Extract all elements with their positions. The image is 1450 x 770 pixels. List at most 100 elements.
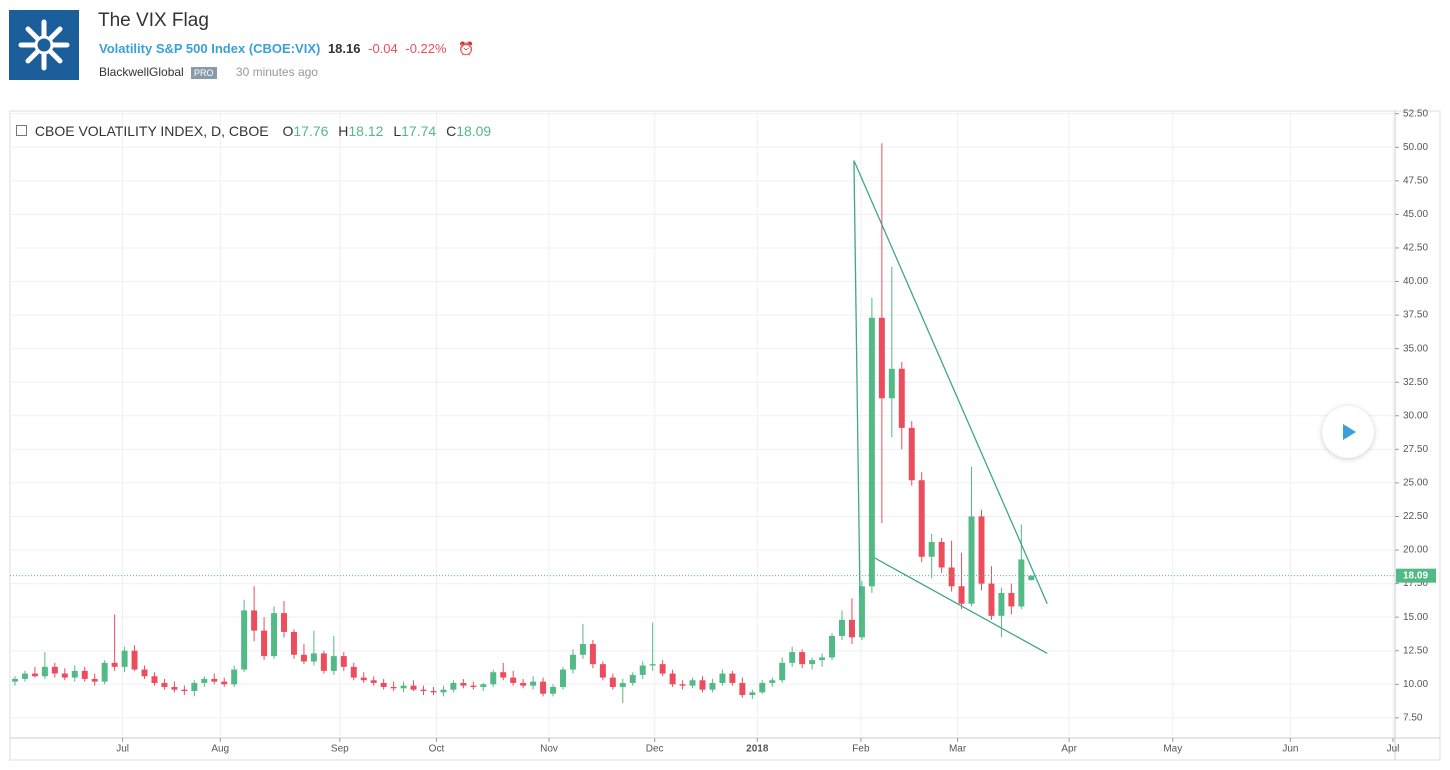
candle-body bbox=[11, 678, 18, 682]
change-pct: -0.22% bbox=[405, 41, 447, 56]
candle-body bbox=[839, 619, 845, 636]
candle-body bbox=[290, 631, 297, 655]
x-tick-label: Dec bbox=[646, 744, 664, 755]
candle-body bbox=[898, 368, 905, 428]
candle-body bbox=[510, 677, 517, 683]
collapse-icon[interactable] bbox=[16, 125, 27, 136]
candle-body bbox=[769, 680, 776, 683]
candle-body bbox=[908, 427, 915, 481]
candle-body bbox=[430, 691, 437, 693]
candle-body bbox=[599, 664, 606, 678]
y-tick-label: 52.50 bbox=[1403, 108, 1428, 119]
candle-body bbox=[689, 680, 696, 686]
symbol-name[interactable]: Volatility S&P 500 Index bbox=[99, 41, 246, 56]
candle-body bbox=[111, 662, 118, 667]
symbol-row: Volatility S&P 500 Index (CBOE:VIX) 18.1… bbox=[99, 41, 474, 57]
change: -0.04 bbox=[368, 41, 398, 56]
candle-body bbox=[31, 673, 38, 677]
candle-body bbox=[181, 689, 188, 692]
x-tick-label: May bbox=[1163, 744, 1182, 755]
candle-body bbox=[201, 678, 208, 683]
candle-body bbox=[390, 686, 397, 689]
candle-body bbox=[310, 653, 317, 662]
y-tick-label: 25.00 bbox=[1403, 478, 1428, 489]
symbol[interactable]: (CBOE:VIX) bbox=[248, 41, 321, 56]
candle-body bbox=[71, 670, 78, 678]
candle-body bbox=[271, 613, 278, 657]
candle-body bbox=[360, 677, 367, 681]
candle-body bbox=[749, 692, 756, 696]
x-tick-label: 2018 bbox=[746, 744, 769, 755]
candle-body bbox=[679, 684, 686, 686]
play-button[interactable] bbox=[1322, 406, 1374, 458]
x-tick-label: Jul bbox=[1387, 744, 1400, 755]
ohlc-value: 17.74 bbox=[401, 123, 437, 139]
candle-body bbox=[779, 662, 786, 681]
author-row: BlackwellGlobal PRO 30 minutes ago bbox=[99, 65, 318, 79]
candle-body bbox=[829, 635, 836, 658]
candle-body bbox=[928, 541, 935, 557]
candle-body bbox=[809, 660, 816, 665]
ohlc-label: C bbox=[446, 123, 457, 139]
candle-body bbox=[609, 677, 616, 687]
candle-body bbox=[221, 681, 228, 685]
candle-body bbox=[789, 652, 796, 663]
candle-body bbox=[261, 630, 268, 657]
x-tick-label: Feb bbox=[852, 744, 870, 755]
trend-line bbox=[853, 160, 1048, 604]
y-tick-label: 32.50 bbox=[1403, 377, 1428, 388]
candle-body bbox=[968, 516, 975, 604]
ohlc-label: H bbox=[338, 123, 349, 139]
x-tick-label: Apr bbox=[1061, 744, 1077, 755]
candle-body bbox=[121, 650, 128, 667]
candle-body bbox=[589, 644, 596, 665]
legend: CBOE VOLATILITY INDEX, D, CBOE O17.76 H1… bbox=[16, 123, 491, 139]
candle-body bbox=[669, 673, 676, 685]
candle-body bbox=[569, 654, 576, 670]
candle-body bbox=[819, 657, 826, 661]
y-tick-label: 12.50 bbox=[1403, 645, 1428, 656]
last-price-box bbox=[1396, 568, 1436, 583]
candle-body bbox=[759, 682, 766, 693]
candle-body bbox=[978, 516, 985, 584]
y-tick-label: 20.00 bbox=[1403, 545, 1428, 556]
x-tick-label: Jun bbox=[1282, 744, 1298, 755]
candle-body bbox=[420, 689, 427, 692]
alert-icon[interactable]: ⏰ bbox=[458, 41, 475, 56]
idea-title: The VIX Flag bbox=[98, 10, 209, 31]
candle-body bbox=[560, 669, 566, 687]
x-tick-label: Oct bbox=[429, 744, 445, 755]
y-tick-label: 35.00 bbox=[1403, 343, 1428, 354]
y-tick-label: 42.50 bbox=[1403, 243, 1428, 254]
candle-body bbox=[231, 669, 238, 685]
author[interactable]: BlackwellGlobal bbox=[99, 65, 184, 79]
candle-body bbox=[878, 317, 885, 399]
candle-body bbox=[211, 678, 218, 682]
candle-body bbox=[51, 666, 58, 674]
candle-body bbox=[1028, 575, 1035, 581]
candle-body bbox=[719, 673, 726, 683]
candle-body bbox=[948, 567, 955, 587]
x-tick-label: Nov bbox=[540, 744, 558, 755]
chart-frame bbox=[9, 110, 1441, 761]
candle-body bbox=[171, 686, 178, 690]
candle-body bbox=[649, 664, 656, 666]
candle-body bbox=[61, 673, 68, 678]
candle-body bbox=[550, 686, 557, 694]
candle-body bbox=[729, 673, 736, 683]
candle-body bbox=[151, 676, 158, 683]
candle-body bbox=[1018, 559, 1025, 607]
y-tick-label: 40.00 bbox=[1403, 276, 1428, 287]
candle-body bbox=[410, 685, 417, 690]
candle-body bbox=[918, 480, 925, 557]
candle-body bbox=[470, 685, 477, 687]
series-title: CBOE VOLATILITY INDEX, D, CBOE bbox=[34, 123, 269, 139]
candle-body bbox=[380, 682, 387, 687]
candle-body bbox=[639, 665, 646, 675]
x-tick-label: Jul bbox=[116, 744, 129, 755]
candle-body bbox=[858, 586, 865, 638]
candle-body bbox=[709, 682, 716, 690]
y-tick-label: 15.00 bbox=[1403, 612, 1428, 623]
candle-body bbox=[1008, 592, 1015, 607]
